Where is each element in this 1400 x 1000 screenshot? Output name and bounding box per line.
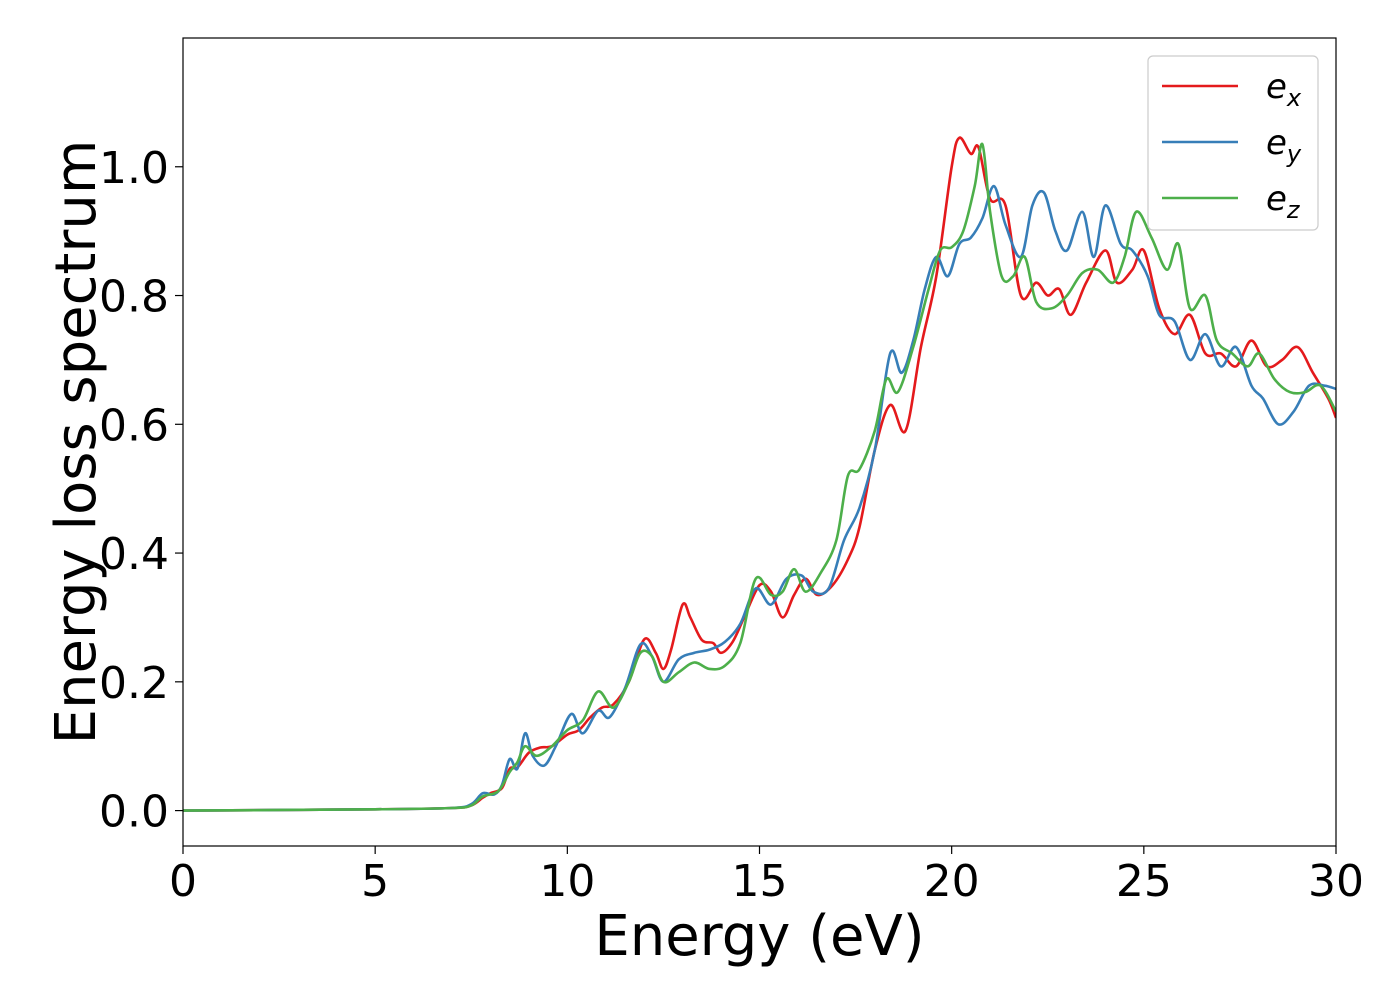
y-tick-label: 0.2 [99,658,169,709]
legend-label-e-z: ez [1266,179,1301,224]
y-tick-label: 1.0 [99,143,169,194]
y-tick-label: 0.6 [99,400,169,451]
x-tick-label: 0 [169,856,197,907]
x-axis-title: Energy (eV) [594,904,924,969]
series-layer [183,136,1336,812]
series-line-e-z [183,142,1336,812]
legend-label-e-x: ex [1266,67,1302,112]
y-axis-title: Energy loss spectrum [44,140,109,745]
y-tick-label: 0.0 [99,787,169,838]
y-axis: 0.0 0.2 0.4 0.6 0.8 1.0 [99,143,183,838]
x-tick-label: 15 [732,856,788,907]
x-tick-label: 30 [1308,856,1364,907]
y-tick-label: 0.4 [99,529,169,580]
x-tick-label: 5 [361,856,389,907]
legend-label-main: e [1266,179,1287,219]
x-axis: 0 5 10 15 20 25 30 [169,846,1364,907]
legend-label-sub: x [1286,84,1302,112]
y-tick-label: 0.8 [99,272,169,323]
x-tick-label: 20 [924,856,980,907]
legend-label-main: e [1266,67,1287,107]
series-line-e-y [183,184,1336,812]
x-tick-label: 25 [1116,856,1172,907]
legend-label-sub: y [1286,140,1302,168]
legend-label-e-y: ey [1266,123,1302,168]
legend-label-sub: z [1286,196,1301,224]
legend-label-main: e [1266,123,1287,163]
x-tick-label: 10 [539,856,595,907]
